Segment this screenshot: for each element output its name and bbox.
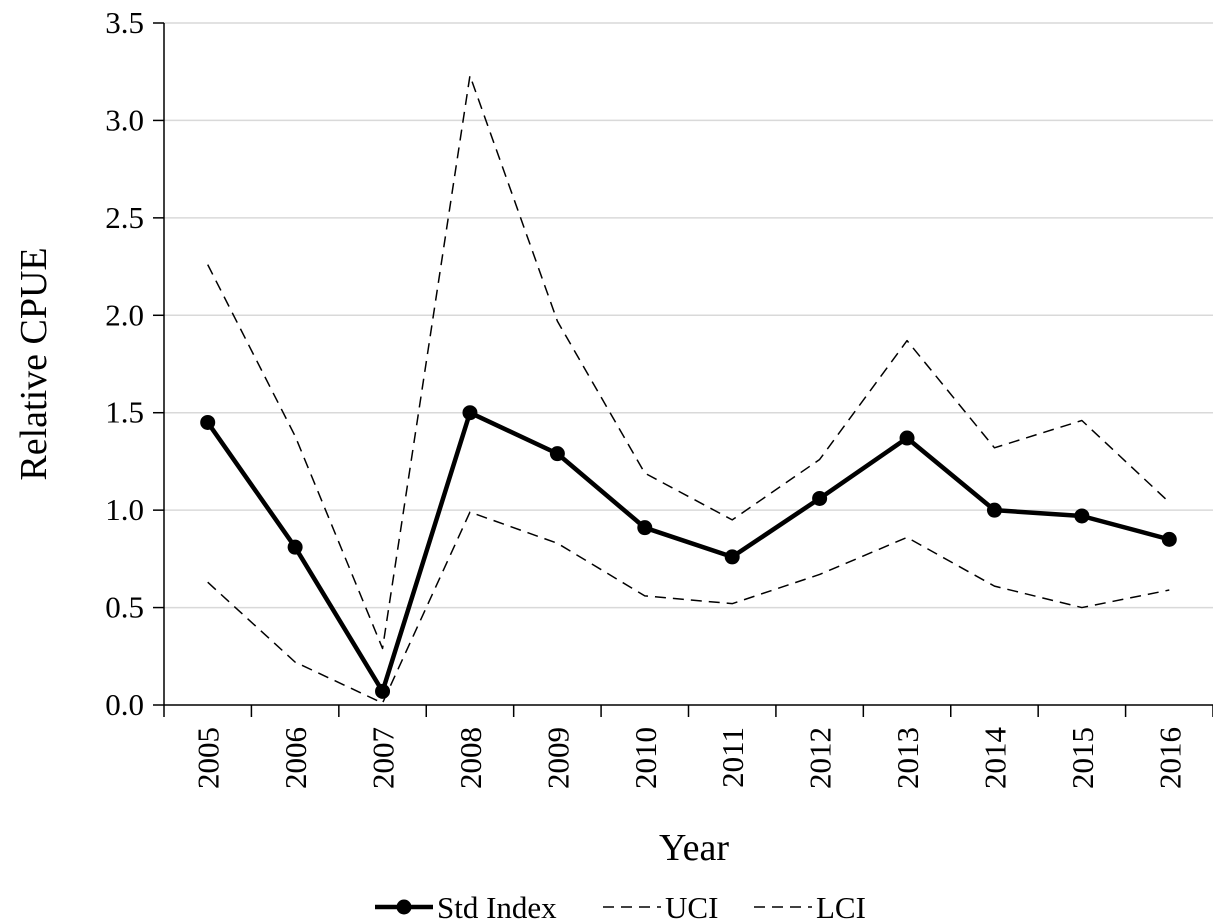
y-tick-label: 2.0 xyxy=(105,297,144,332)
data-point xyxy=(287,539,303,555)
x-tick-label: 2005 xyxy=(191,727,226,789)
x-tick-label: 2015 xyxy=(1065,727,1100,789)
legend: Std Index UCI LCI xyxy=(375,890,866,924)
y-tick-label: 1.0 xyxy=(105,492,144,527)
legend-label: LCI xyxy=(816,890,866,924)
data-point xyxy=(462,405,478,421)
legend-label: Std Index xyxy=(437,890,557,924)
x-tick-label: 2008 xyxy=(453,727,488,789)
x-tick-label: 2012 xyxy=(803,727,838,789)
series-line-uci xyxy=(207,74,1170,650)
series-line-std-index xyxy=(205,410,1170,694)
data-point xyxy=(899,430,915,446)
x-axis-title: Year xyxy=(659,827,729,869)
labels: 0.0 0.5 1.0 1.5 2.0 2.5 3.0 3.5 2005 2006 2007 2008… xyxy=(105,5,1187,789)
x-tick-label: 2014 xyxy=(977,727,1012,790)
x-tick-label: 2013 xyxy=(890,727,925,789)
x-tick-label: 2011 xyxy=(715,727,750,788)
x-tick-label: 2010 xyxy=(628,727,663,789)
y-axis-title: Relative CPUE xyxy=(13,247,55,480)
y-tick-label: 3.5 xyxy=(105,5,144,40)
legend-marker xyxy=(396,899,412,915)
data-point xyxy=(375,683,391,699)
legend-label: UCI xyxy=(665,890,718,924)
axes xyxy=(153,22,1213,717)
data-point xyxy=(724,549,740,565)
data-point xyxy=(200,414,216,430)
gridlines xyxy=(164,22,1213,609)
y-tick-label: 0.5 xyxy=(105,590,144,625)
x-tick-label: 2006 xyxy=(278,727,313,789)
y-tick-label: 3.0 xyxy=(105,102,144,137)
data-point xyxy=(1161,531,1177,547)
y-tick-label: 1.5 xyxy=(105,395,144,430)
data-point xyxy=(986,502,1002,518)
data-point xyxy=(549,446,565,462)
x-tick-label: 2009 xyxy=(540,727,575,789)
series-line-lci xyxy=(207,511,1170,704)
x-tick-label: 2016 xyxy=(1152,727,1187,789)
y-tick-label: 0.0 xyxy=(105,687,144,722)
data-point xyxy=(637,520,653,536)
y-tick-label: 2.5 xyxy=(105,200,144,235)
data-point xyxy=(1074,508,1090,524)
data-point xyxy=(812,490,828,506)
x-tick-label: 2007 xyxy=(366,727,401,789)
series xyxy=(200,74,1177,704)
